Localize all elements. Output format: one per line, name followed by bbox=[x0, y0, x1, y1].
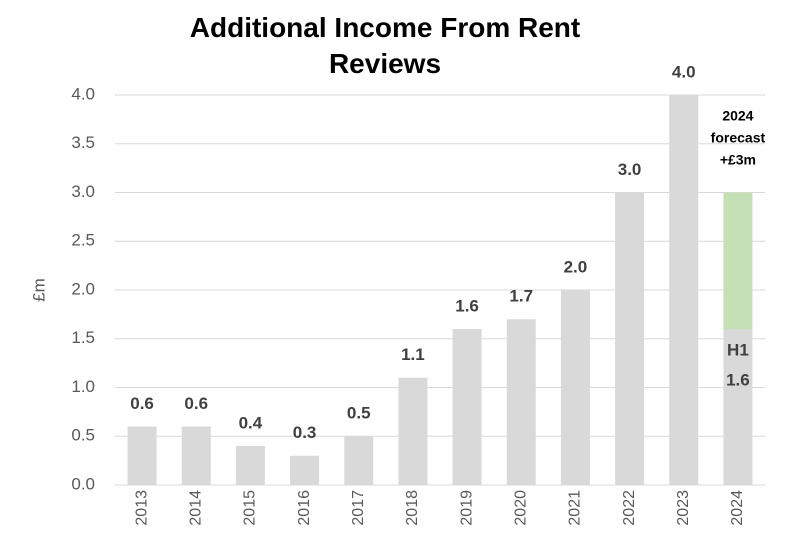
y-tick-label: 1.0 bbox=[71, 377, 95, 396]
bar bbox=[452, 329, 482, 485]
x-tick-label: 2019 bbox=[458, 490, 475, 526]
bar bbox=[560, 290, 590, 485]
y-tick-label: 3.0 bbox=[71, 182, 95, 201]
bar bbox=[235, 446, 265, 485]
x-tick-label: 2020 bbox=[512, 490, 529, 526]
annotation: +£3m bbox=[720, 152, 756, 168]
x-tick-label: 2024 bbox=[729, 490, 746, 526]
bar bbox=[615, 192, 645, 485]
x-tick-label: 2018 bbox=[404, 490, 421, 526]
y-tick-label: 2.5 bbox=[71, 231, 95, 250]
data-label: 1.6 bbox=[726, 370, 750, 389]
data-label: 0.5 bbox=[347, 404, 371, 423]
y-tick-label: 3.5 bbox=[71, 133, 95, 152]
y-tick-label: 1.5 bbox=[71, 328, 95, 347]
x-tick-label: 2017 bbox=[350, 490, 367, 526]
bar bbox=[181, 426, 211, 485]
x-tick-label: 2013 bbox=[133, 490, 150, 526]
data-label: 0.6 bbox=[184, 394, 208, 413]
y-tick-label: 4.0 bbox=[71, 84, 95, 103]
annotation: forecast bbox=[711, 130, 766, 146]
data-label: 4.0 bbox=[672, 62, 696, 81]
chart-title: Additional Income From Rent Reviews bbox=[189, 12, 581, 79]
data-label: 3.0 bbox=[618, 160, 642, 179]
y-tick-label: 2.0 bbox=[71, 279, 95, 298]
x-tick-label: 2015 bbox=[242, 490, 259, 526]
x-tick-label: 2014 bbox=[187, 490, 204, 526]
y-tick-label: 0.5 bbox=[71, 426, 95, 445]
y-axis-label: £m bbox=[29, 278, 48, 302]
y-tick-label: 0.0 bbox=[71, 474, 95, 493]
x-tick-label: 2023 bbox=[675, 490, 692, 526]
data-label: 0.4 bbox=[239, 413, 263, 432]
bar bbox=[398, 377, 428, 485]
bar bbox=[127, 426, 157, 485]
data-label: 1.1 bbox=[401, 345, 425, 364]
bar bbox=[506, 319, 536, 485]
data-label: 1.7 bbox=[509, 287, 533, 306]
annotation: H1 bbox=[727, 340, 749, 359]
bar bbox=[723, 192, 753, 329]
data-label: 1.6 bbox=[455, 296, 479, 315]
bar bbox=[669, 95, 699, 485]
data-label: 0.3 bbox=[293, 423, 317, 442]
bar bbox=[290, 455, 320, 485]
bar bbox=[344, 436, 374, 485]
data-label: 2.0 bbox=[564, 257, 588, 276]
x-tick-label: 2016 bbox=[296, 490, 313, 526]
bar bbox=[723, 329, 753, 485]
x-tick-label: 2021 bbox=[567, 490, 584, 526]
data-label: 0.6 bbox=[130, 394, 154, 413]
x-tick-label: 2022 bbox=[621, 490, 638, 526]
annotation: 2024 bbox=[722, 108, 753, 124]
